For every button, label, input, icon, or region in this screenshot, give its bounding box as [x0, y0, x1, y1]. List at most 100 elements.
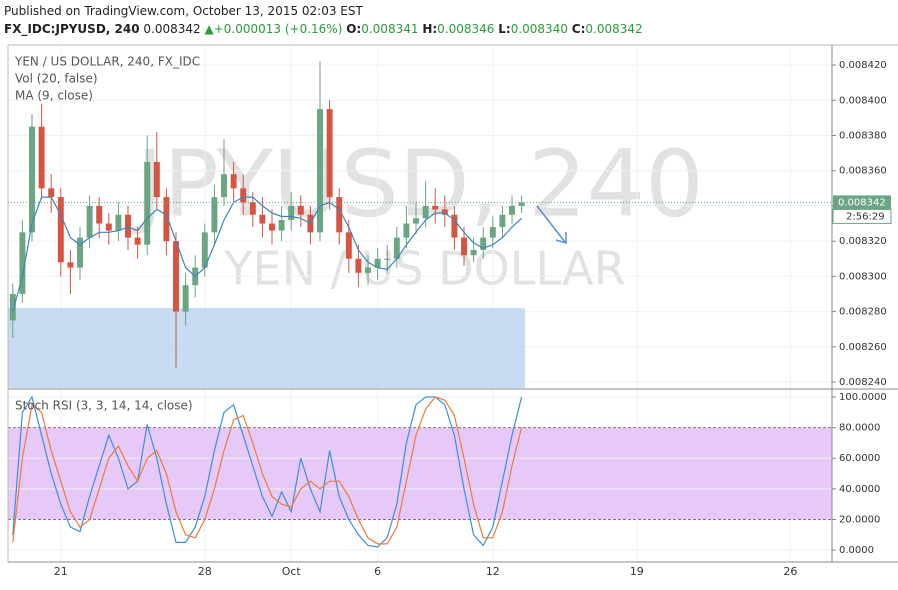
- ohlc-value: 0.008342: [585, 22, 643, 36]
- band: [8, 427, 832, 520]
- last-price-label: 0.008342: [838, 197, 886, 208]
- candle-body: [269, 223, 275, 231]
- candle-body: [365, 267, 371, 273]
- candle-body: [153, 161, 160, 198]
- candle-body: [403, 223, 410, 238]
- candle-body: [240, 188, 247, 203]
- candle-body: [278, 220, 285, 231]
- ma-line: [12, 196, 523, 312]
- ohlc-value: 0.008341: [361, 22, 419, 36]
- volume-area: [8, 308, 525, 388]
- candle-body: [48, 188, 55, 198]
- x-tick-label: 21: [54, 565, 68, 578]
- price: 0.008342: [143, 22, 201, 36]
- candle-body: [422, 205, 429, 219]
- candle-body: [384, 258, 391, 260]
- candle-body: [144, 161, 151, 245]
- y-tick-label: 40.0000: [839, 484, 880, 495]
- candle-body: [221, 174, 227, 198]
- candle-body: [432, 205, 439, 210]
- x-tick-label: 6: [374, 565, 381, 578]
- countdown: 2:56:29: [846, 211, 885, 222]
- ohlc-value: 0.008340: [510, 22, 568, 36]
- y-tick-label: 100.0000: [839, 392, 887, 403]
- x-tick-label: 12: [486, 565, 500, 578]
- y-tick-label: 0.008420: [839, 60, 887, 71]
- legend-title: YEN / US DOLLAR, 240, FX_IDC: [14, 55, 200, 69]
- y-tick-label: 0.008380: [839, 131, 887, 142]
- candle-body: [518, 202, 525, 206]
- x-tick-label: Oct: [282, 565, 302, 578]
- candle-body: [230, 174, 237, 189]
- y-tick-label: 20.0000: [839, 514, 880, 525]
- candle-body: [96, 205, 103, 224]
- candle-body: [134, 237, 141, 245]
- y-tick-label: 0.008280: [839, 307, 887, 318]
- candle-body: [115, 214, 122, 231]
- candle-body: [163, 197, 170, 242]
- x-tick-label: 28: [198, 565, 212, 578]
- candle-body: [336, 197, 343, 233]
- candle-body: [57, 197, 64, 263]
- y-tick-label: 0.008400: [839, 95, 887, 106]
- candle-body: [29, 126, 35, 233]
- candle-body: [499, 214, 506, 228]
- candle-body: [470, 249, 477, 256]
- ohlc-value: 0.008346: [437, 22, 495, 36]
- candle-body: [480, 237, 487, 250]
- change: +0.000013 (+0.16%): [213, 22, 343, 36]
- y-tick-label: 0.008260: [839, 342, 887, 353]
- candle-body: [19, 232, 26, 294]
- candle-body: [38, 126, 45, 189]
- candle-body: [413, 218, 419, 224]
- stoch-line: [12, 395, 523, 548]
- header: Published on TradingView.com, October 13…: [4, 2, 643, 38]
- candle-body: [211, 197, 218, 233]
- candle-body: [317, 109, 323, 233]
- y-tick-label: 0.008240: [839, 377, 887, 388]
- candle-body: [67, 262, 74, 268]
- candle-body: [461, 237, 467, 256]
- legend-volume: Vol (20, false): [15, 72, 98, 86]
- symbol: FX_IDC:JPYUSD, 240: [4, 22, 140, 36]
- candle-body: [489, 227, 496, 238]
- ohlc-label: O:: [346, 22, 362, 36]
- candle-body: [288, 205, 295, 221]
- candle-body: [441, 209, 448, 215]
- candle-body: [173, 241, 179, 312]
- y-tick-label: 0.008320: [839, 236, 887, 247]
- candle-body: [201, 232, 208, 268]
- symbol-line: FX_IDC:JPYUSD, 240 0.008342 ▲+0.000013 (…: [4, 20, 643, 38]
- candle-body: [182, 285, 189, 312]
- ohlc-label: C:: [571, 22, 586, 36]
- last-price-box: [833, 195, 891, 210]
- legend-entry: MA (9, close): [15, 89, 93, 103]
- candle-body: [326, 109, 333, 198]
- ohlc-label: H:: [422, 22, 438, 36]
- pane-title: Stoch RSI (3, 3, 14, 14, close): [15, 399, 193, 413]
- stoch-line: [12, 396, 523, 545]
- countdown-box: [832, 208, 892, 224]
- candle-body: [451, 214, 458, 238]
- candle-body: [259, 214, 266, 224]
- candle-body: [509, 205, 515, 215]
- up-arrow: ▲: [204, 22, 214, 36]
- y-tick-label: 0.008300: [839, 271, 887, 282]
- x-tick-label: 19: [630, 565, 644, 578]
- x-tick-label: 26: [783, 565, 797, 578]
- y-tick-label: 60.0000: [839, 453, 880, 464]
- candle-body: [77, 237, 83, 268]
- arrow-annotation: [536, 205, 567, 245]
- y-tick-label: 0.008360: [839, 166, 887, 177]
- candle-body: [249, 202, 256, 215]
- watermark-subtitle: YEN / US DOLLAR: [223, 242, 625, 296]
- foreground-layer: 21 28 Oct 6 12 19 26 0.008240 0.008260 0.008280 0.…: [8, 55, 892, 578]
- y-tick-label: 80.0000: [839, 423, 880, 434]
- candle-body: [125, 214, 131, 238]
- candle-body: [9, 293, 16, 321]
- candle-body: [393, 237, 400, 259]
- candle-body: [374, 258, 381, 268]
- candle-body: [86, 205, 93, 238]
